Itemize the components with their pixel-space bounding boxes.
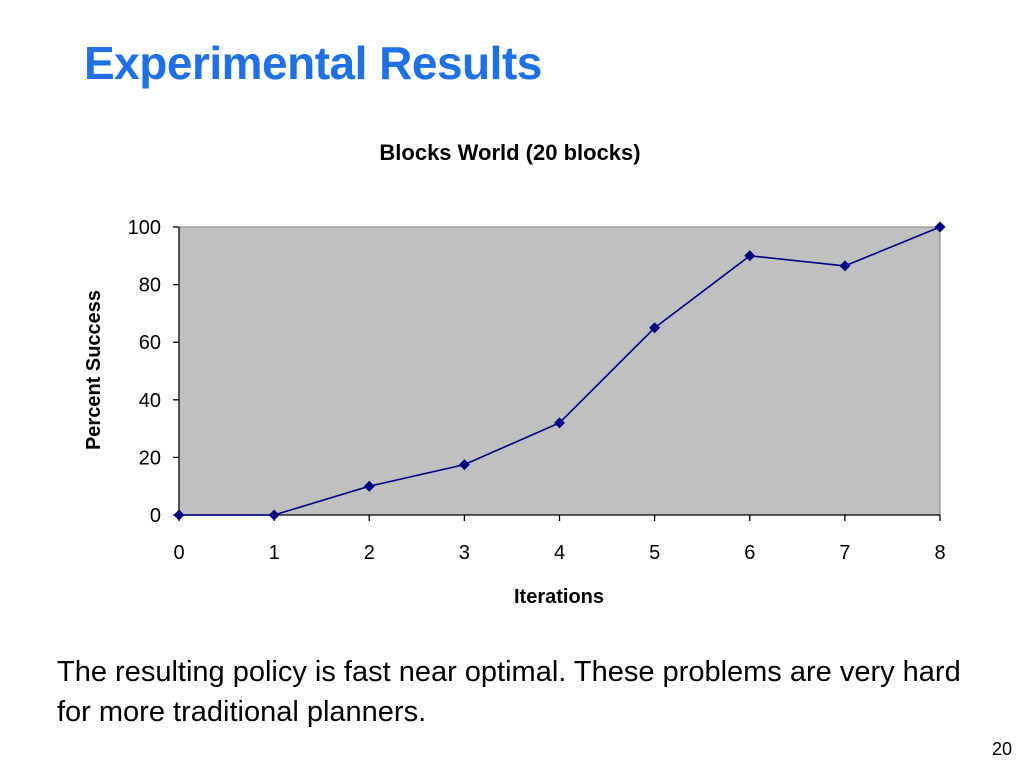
y-axis-ticks: 0 20 40 60 80 100 bbox=[128, 217, 179, 527]
x-tick-label: 1 bbox=[269, 542, 280, 564]
y-tick-label: 80 bbox=[139, 275, 161, 297]
slide-title: Experimental Results bbox=[84, 37, 542, 89]
x-tick-label: 7 bbox=[839, 542, 850, 564]
data-point-marker bbox=[173, 509, 185, 521]
x-axis-title: Iterations bbox=[514, 586, 604, 608]
line-chart: Blocks World (20 blocks) 0 20 40 60 80 100 0 1… bbox=[83, 140, 946, 608]
y-tick-label: 60 bbox=[139, 332, 161, 354]
y-tick-label: 0 bbox=[150, 505, 161, 527]
page-number: 20 bbox=[991, 739, 1012, 759]
data-point-marker bbox=[744, 250, 756, 262]
data-point-marker bbox=[458, 459, 470, 471]
x-tick-label: 5 bbox=[649, 542, 660, 564]
plot-area bbox=[178, 226, 941, 516]
data-point-marker bbox=[839, 260, 851, 272]
y-axis-title: Percent Success bbox=[83, 290, 105, 450]
data-markers bbox=[173, 221, 946, 521]
data-point-marker bbox=[554, 417, 565, 429]
x-tick-label: 6 bbox=[744, 542, 755, 564]
x-tick-label: 3 bbox=[459, 542, 470, 564]
data-point-marker bbox=[363, 480, 375, 492]
data-point-marker bbox=[268, 509, 280, 521]
x-tick-label: 8 bbox=[934, 542, 945, 564]
y-tick-label: 100 bbox=[128, 217, 161, 239]
x-tick-label: 2 bbox=[364, 542, 375, 564]
x-tick-label: 0 bbox=[173, 542, 184, 564]
chart-title: Blocks World (20 blocks) bbox=[379, 140, 640, 165]
data-point-marker bbox=[934, 221, 946, 233]
slide-caption: The resulting policy is fast near optima… bbox=[57, 656, 961, 728]
data-point-marker bbox=[649, 322, 661, 334]
y-tick-label: 40 bbox=[139, 390, 161, 412]
y-tick-label: 20 bbox=[139, 447, 161, 469]
x-tick-label: 4 bbox=[554, 542, 565, 564]
x-axis-ticks: 0 1 2 3 4 5 6 7 8 bbox=[173, 515, 946, 564]
